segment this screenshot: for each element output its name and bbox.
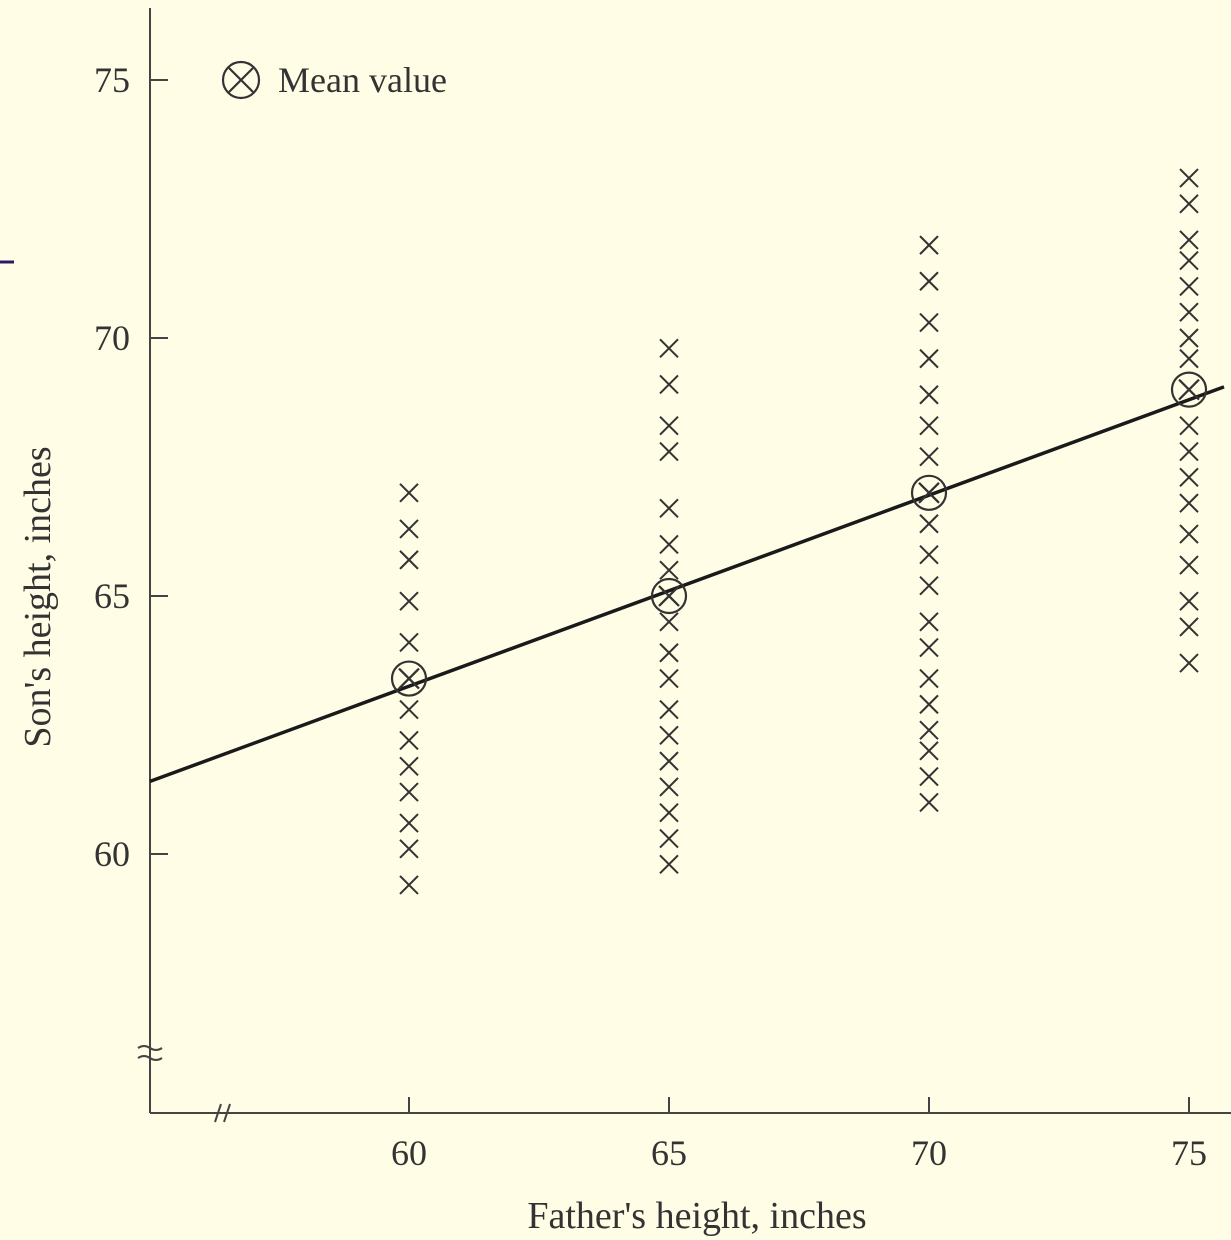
observation-point xyxy=(920,417,938,435)
observation-point xyxy=(920,546,938,564)
observation-point xyxy=(920,272,938,290)
observation-point xyxy=(1180,231,1198,249)
x-tick-label-70: 70 xyxy=(911,1133,947,1173)
observation-point xyxy=(920,448,938,466)
observation-point xyxy=(660,670,678,688)
x-ticks: 60 65 70 75 xyxy=(391,1097,1207,1173)
observation-point xyxy=(920,613,938,631)
observation-point xyxy=(920,670,938,688)
observation-point xyxy=(660,804,678,822)
observation-point xyxy=(400,814,418,832)
observation-point xyxy=(1180,654,1198,672)
observation-point xyxy=(660,535,678,553)
axis-breaks xyxy=(138,1046,230,1122)
observation-point xyxy=(1180,525,1198,543)
observation-point xyxy=(920,236,938,254)
regression-line xyxy=(150,387,1224,782)
x-tick-label-65: 65 xyxy=(651,1133,687,1173)
observation-point xyxy=(400,731,418,749)
observation-point xyxy=(400,551,418,569)
observation-point xyxy=(920,350,938,368)
observation-point xyxy=(1180,350,1198,368)
observation-point xyxy=(660,339,678,357)
y-axis-title: Son's height, inches xyxy=(17,446,59,747)
observation-point xyxy=(400,484,418,502)
legend-label: Mean value xyxy=(278,60,447,100)
observation-point xyxy=(1180,195,1198,213)
observation-point xyxy=(920,386,938,404)
y-tick-label-75: 75 xyxy=(94,60,130,100)
observation-point xyxy=(1180,277,1198,295)
observation-point xyxy=(1180,329,1198,347)
mean-marker-60 xyxy=(392,662,426,696)
observation-point xyxy=(1180,303,1198,321)
observation-point xyxy=(1180,494,1198,512)
observation-point xyxy=(660,443,678,461)
legend: Mean value xyxy=(223,60,447,100)
observation-point xyxy=(920,768,938,786)
observation-point xyxy=(660,613,678,631)
observation-point xyxy=(400,876,418,894)
observation-point xyxy=(400,633,418,651)
x-tick-label-60: 60 xyxy=(391,1133,427,1173)
mean-marker-70 xyxy=(912,476,946,510)
legend-mean-value-icon xyxy=(223,62,259,98)
observation-point xyxy=(660,752,678,770)
observation-point xyxy=(400,592,418,610)
observation-point xyxy=(400,520,418,538)
observation-point xyxy=(400,840,418,858)
y-tick-label-70: 70 xyxy=(94,318,130,358)
x-tick-label-75: 75 xyxy=(1171,1133,1207,1173)
observation-point xyxy=(920,314,938,332)
observation-point xyxy=(1180,468,1198,486)
observation-point xyxy=(660,561,678,579)
observation-point xyxy=(660,855,678,873)
observation-point xyxy=(1180,618,1198,636)
observation-point xyxy=(400,701,418,719)
observation-point xyxy=(920,577,938,595)
observation-point xyxy=(1180,592,1198,610)
y-ticks: 60 65 70 75 xyxy=(94,60,168,874)
observation-point xyxy=(920,742,938,760)
observation-point xyxy=(920,793,938,811)
observations xyxy=(400,169,1198,894)
observation-point xyxy=(660,701,678,719)
observation-point xyxy=(400,757,418,775)
observation-point xyxy=(660,830,678,848)
observation-point xyxy=(1180,252,1198,270)
observation-point xyxy=(1180,169,1198,187)
observation-point xyxy=(660,644,678,662)
observation-point xyxy=(660,778,678,796)
observation-point xyxy=(660,417,678,435)
observation-point xyxy=(1180,443,1198,461)
observation-point xyxy=(920,639,938,657)
axes xyxy=(150,8,1231,1113)
y-tick-label-65: 65 xyxy=(94,576,130,616)
observation-point xyxy=(920,695,938,713)
observation-point xyxy=(920,721,938,739)
observation-point xyxy=(1180,556,1198,574)
observation-point xyxy=(660,375,678,393)
observation-point xyxy=(660,726,678,744)
y-tick-label-60: 60 xyxy=(94,834,130,874)
observation-point xyxy=(400,783,418,801)
observation-point xyxy=(1180,417,1198,435)
x-axis-title: Father's height, inches xyxy=(527,1195,866,1237)
observation-point xyxy=(660,499,678,517)
observation-point xyxy=(920,515,938,533)
